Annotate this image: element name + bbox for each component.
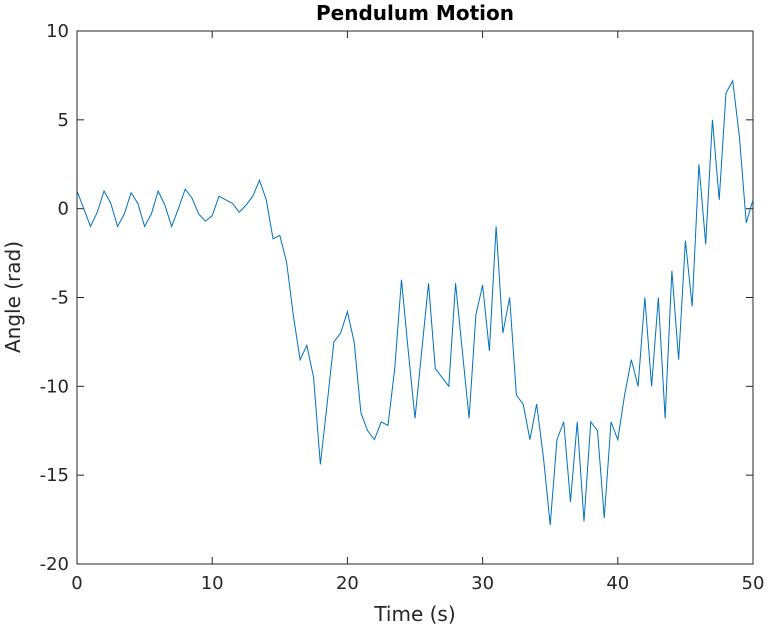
y-tick-label: 10 bbox=[46, 21, 69, 42]
x-axis-label: Time (s) bbox=[373, 602, 455, 626]
x-tick-label: 50 bbox=[742, 573, 765, 594]
x-tick-label: 0 bbox=[71, 573, 82, 594]
chart-title: Pendulum Motion bbox=[316, 1, 514, 25]
y-tick-label: 5 bbox=[58, 110, 69, 131]
y-tick-label: -15 bbox=[40, 465, 69, 486]
y-axis-label: Angle (rad) bbox=[1, 241, 25, 353]
x-tick-label: 30 bbox=[471, 573, 494, 594]
y-tick-label: 0 bbox=[58, 199, 69, 220]
x-tick-label: 20 bbox=[336, 573, 359, 594]
y-tick-label: -20 bbox=[40, 554, 69, 575]
y-tick-label: -10 bbox=[40, 376, 69, 397]
y-tick-label: -5 bbox=[51, 288, 69, 309]
data-line bbox=[76, 79, 754, 525]
x-tick-label: 40 bbox=[606, 573, 629, 594]
x-tick-label: 10 bbox=[201, 573, 224, 594]
plot-area bbox=[76, 30, 754, 565]
